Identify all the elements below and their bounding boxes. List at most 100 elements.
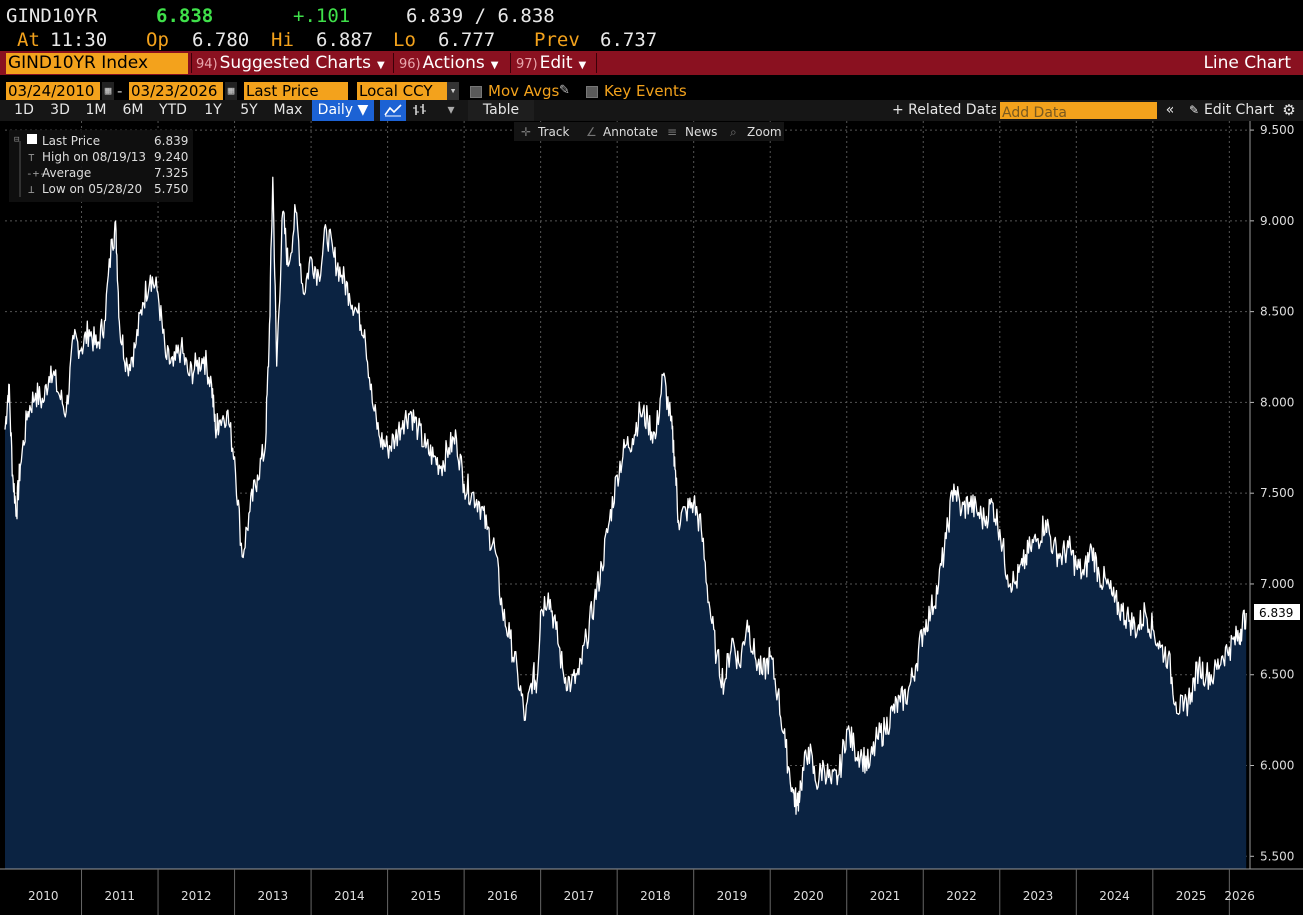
legend-last-value: 6.839: [154, 134, 188, 148]
legend-high-label: High on 08/19/13: [42, 150, 146, 164]
low-marker-icon: ⊥: [28, 183, 35, 196]
x-tick-label: 2024: [1099, 889, 1130, 903]
calendar-icon[interactable]: ▦: [225, 82, 237, 100]
quote-high-label: Hi: [271, 29, 294, 51]
annotate-icon[interactable]: ∠: [586, 125, 597, 139]
range-1m-button[interactable]: 1M: [85, 102, 107, 118]
gear-icon[interactable]: ⚙: [1282, 101, 1296, 119]
x-tick-label: 2013: [258, 889, 289, 903]
y-axis: 5.500 6.000 6.500 7.000 7.500 8.000 8.500 9.000…: [1249, 121, 1294, 869]
average-marker-icon: -+-: [26, 167, 46, 180]
legend-last-label: Last Price: [42, 134, 100, 148]
legend-high-value: 9.240: [154, 150, 188, 164]
edit-chart-button[interactable]: Edit Chart: [1204, 102, 1275, 118]
chevron-down-icon[interactable]: ▾: [447, 82, 459, 100]
x-tick-label: 2021: [870, 889, 901, 903]
y-tick-label: 6.000: [1260, 759, 1294, 773]
range-1y-button[interactable]: 1Y: [204, 102, 222, 118]
x-tick-label: 2017: [564, 889, 595, 903]
legend-low-value: 5.750: [154, 182, 188, 196]
quote-open: 6.780: [192, 29, 250, 51]
quote-open-label: Op: [146, 29, 169, 51]
y-tick-label: 7.000: [1260, 577, 1294, 591]
line-chart-icon[interactable]: [380, 100, 406, 121]
zoom-button[interactable]: Zoom: [747, 125, 782, 139]
suggested-charts-button[interactable]: 94) Suggested Charts ▼: [196, 51, 385, 75]
x-tick-label: 2016: [487, 889, 518, 903]
x-tick-label: 2026: [1224, 889, 1255, 903]
legend-avg-value: 7.325: [154, 166, 188, 180]
crosshair-icon[interactable]: ✛: [521, 125, 531, 139]
actions-label: Actions: [422, 53, 485, 73]
quote-low-label: Lo: [393, 29, 416, 51]
y-tick-label: 5.500: [1260, 849, 1294, 863]
quote-change: +.101: [293, 5, 351, 27]
x-tick-label: 2025: [1176, 889, 1207, 903]
x-tick-label: 2018: [640, 889, 671, 903]
quote-high: 6.887: [316, 29, 374, 51]
related-data-button[interactable]: + Related Data: [892, 102, 996, 118]
magnifier-icon[interactable]: ⌕: [730, 125, 737, 139]
last-value-label: 6.839: [1259, 606, 1293, 620]
edit-button[interactable]: 97) Edit ▼: [516, 51, 586, 75]
edit-label: Edit: [539, 53, 573, 73]
calendar-icon[interactable]: ▦: [102, 82, 114, 100]
x-tick-label: 2019: [717, 889, 748, 903]
quote-at-label: At: [17, 29, 40, 51]
collapse-legend-icon[interactable]: ⊟: [14, 135, 19, 145]
range-1d-button[interactable]: 1D: [14, 102, 34, 118]
x-axis: 2010 2011 2012 2013 2014 2015 2016 2017 2018 2019…: [0, 868, 1303, 915]
high-marker-icon: ⊤: [28, 151, 35, 164]
quote-low: 6.777: [438, 29, 496, 51]
range-max-button[interactable]: Max: [273, 102, 303, 118]
chart-tools: ✛ Track ∠ Annotate ≡ News ⌕ Zoom: [514, 122, 784, 141]
frequency-select[interactable]: Daily ▼: [312, 100, 374, 121]
range-3d-button[interactable]: 3D: [50, 102, 70, 118]
currency-select[interactable]: Local CCY: [357, 82, 447, 100]
annotate-button[interactable]: Annotate: [603, 125, 658, 139]
security-input[interactable]: GIND10YR Index: [6, 53, 188, 74]
actions-button[interactable]: 96) Actions ▼: [399, 51, 498, 75]
chevron-down-icon: ▼: [578, 60, 587, 71]
legend-low-label: Low on 05/28/20: [42, 182, 142, 196]
suggested-charts-number: 94): [196, 57, 218, 72]
start-date-input[interactable]: 03/24/2010: [6, 82, 100, 100]
actions-number: 96): [399, 57, 421, 72]
range-5y-button[interactable]: 5Y: [240, 102, 258, 118]
collapse-icon[interactable]: «: [1165, 102, 1175, 118]
bar-chart-icon[interactable]: [407, 100, 433, 121]
field-select[interactable]: Last Price: [244, 82, 348, 100]
table-button[interactable]: Table: [468, 100, 534, 121]
pencil-icon[interactable]: ✎: [559, 83, 570, 98]
track-button[interactable]: Track: [537, 125, 569, 139]
add-data-placeholder: Add Data: [1002, 105, 1067, 121]
price-chart[interactable]: 5.500 6.000 6.500 7.000 7.500 8.000 8.500 9.000…: [0, 121, 1303, 915]
range-ytd-button[interactable]: YTD: [159, 102, 187, 118]
quote-prev: 6.737: [600, 29, 658, 51]
y-tick-label: 8.000: [1260, 395, 1294, 409]
add-data-input-box[interactable]: Add Data: [1000, 102, 1157, 121]
end-date-input[interactable]: 03/23/2026: [129, 82, 223, 100]
quote-prev-label: Prev: [534, 29, 580, 51]
key-events-label: Key Events: [604, 82, 687, 100]
legend-avg-label: Average: [42, 166, 91, 180]
x-tick-label: 2022: [946, 889, 977, 903]
y-tick-label: 8.500: [1260, 305, 1294, 319]
quote-ticker: GIND10YR: [6, 5, 98, 27]
price-area-fill: [5, 177, 1247, 870]
chart-legend: ⊟ Last Price 6.839 ⊤ High on 08/19/13 9.…: [9, 130, 193, 202]
news-icon[interactable]: ≡: [667, 125, 677, 139]
mov-avgs-checkbox[interactable]: [470, 86, 482, 98]
news-button[interactable]: News: [685, 125, 717, 139]
quote-last-price: 6.838: [156, 5, 214, 27]
x-tick-label: 2014: [334, 889, 365, 903]
key-events-checkbox[interactable]: [586, 86, 598, 98]
date-separator: -: [117, 82, 123, 100]
x-tick-label: 2010: [28, 889, 59, 903]
x-tick-label: 2015: [411, 889, 442, 903]
y-tick-label: 6.500: [1260, 668, 1294, 682]
y-tick-label: 7.500: [1260, 486, 1294, 500]
chevron-down-icon[interactable]: ▾: [447, 102, 455, 118]
range-6m-button[interactable]: 6M: [122, 102, 144, 118]
pencil-icon[interactable]: ✎: [1188, 103, 1200, 117]
